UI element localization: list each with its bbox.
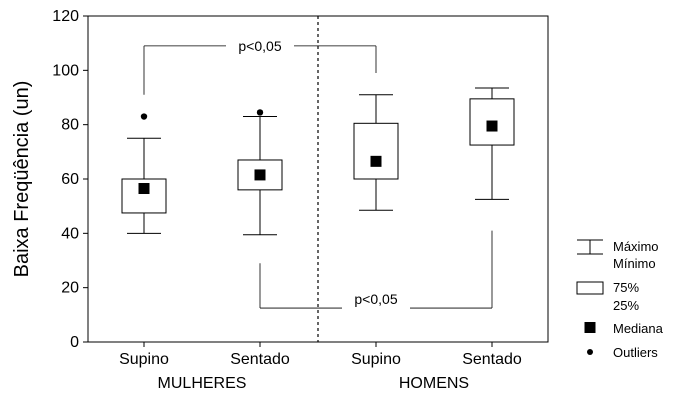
legend-label-75: 75% (613, 280, 639, 295)
outlier-point (140, 113, 148, 120)
legend: Máximo Mínimo 75% 25% Mediana Outliers (576, 239, 664, 360)
x-tick-label: Sentado (230, 351, 290, 368)
group-label: MULHERES (158, 375, 247, 392)
box-plot-4 (469, 87, 515, 200)
legend-label-25: 25% (613, 298, 639, 313)
median-marker (486, 120, 498, 132)
y-tick-label: 0 (70, 334, 79, 351)
x-tick-label: Sentado (462, 351, 522, 368)
annotation-label: p<0,05 (354, 291, 397, 307)
y-tick-label: 40 (61, 225, 79, 242)
annotation-label: p<0,05 (238, 38, 281, 54)
y-axis-ticks: 0 20 40 60 80 100 120 Supino Sentado Supino Sentad… (52, 8, 522, 392)
y-tick-label: 120 (52, 8, 79, 25)
outlier-point (256, 109, 264, 116)
group-label: HOMENS (399, 375, 469, 392)
legend-box-icon (576, 281, 604, 295)
x-tick-label: Supino (351, 351, 401, 368)
legend-label-mediana: Mediana (613, 321, 664, 336)
median-marker (254, 169, 266, 181)
median-marker (370, 155, 382, 167)
significance-annotations: p<0,05 p<0,05 (143, 38, 493, 309)
box-plot-1 (121, 113, 167, 234)
y-tick-label: 80 (61, 117, 79, 134)
y-tick-label: 60 (61, 171, 79, 188)
box-series (121, 87, 515, 236)
legend-label-outliers: Outliers (613, 345, 658, 360)
x-tick-label: Supino (119, 351, 169, 368)
legend-label-maximo: Máximo (613, 239, 659, 254)
box-plot-3 (353, 94, 399, 211)
box-plot-2 (237, 109, 283, 236)
legend-label-minimo: Mínimo (613, 256, 656, 271)
y-tick-label: 20 (61, 280, 79, 297)
iqr-box (353, 122, 399, 180)
legend-median-icon (584, 322, 596, 333)
chart-axes: Baixa Freqüência (un) (11, 15, 549, 343)
y-tick-label: 100 (52, 62, 79, 79)
median-marker (138, 183, 150, 195)
legend-outlier-icon (587, 349, 593, 355)
y-axis-label: Baixa Freqüência (un) (11, 81, 33, 278)
